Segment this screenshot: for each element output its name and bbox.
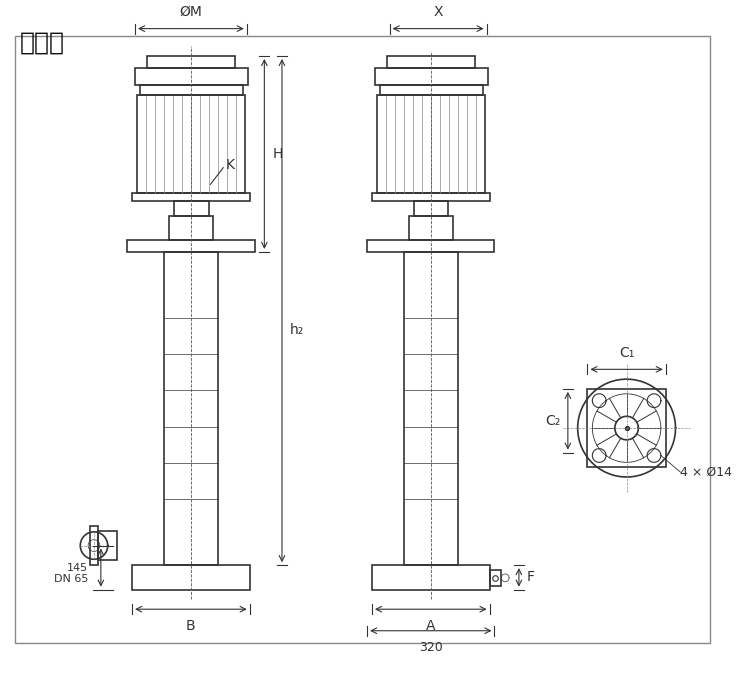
- Bar: [164, 252, 218, 565]
- Text: F: F: [527, 571, 535, 584]
- Text: ØM: ØM: [180, 5, 202, 19]
- Text: h₂: h₂: [290, 323, 304, 337]
- Bar: [140, 85, 243, 95]
- Text: C₂: C₂: [545, 414, 560, 428]
- Bar: [132, 565, 249, 589]
- Text: 尺寸图: 尺寸图: [19, 30, 64, 55]
- Text: 4 × Ø14: 4 × Ø14: [681, 466, 733, 479]
- Bar: [127, 240, 255, 252]
- Bar: [409, 216, 454, 240]
- Bar: [588, 389, 666, 467]
- Text: 145: 145: [67, 562, 88, 573]
- Bar: [90, 526, 98, 565]
- Text: K: K: [225, 158, 234, 172]
- Text: C₁: C₁: [619, 345, 634, 360]
- Bar: [147, 56, 235, 68]
- Bar: [137, 95, 245, 193]
- Bar: [380, 85, 482, 95]
- Bar: [404, 252, 458, 565]
- Bar: [490, 570, 501, 585]
- Bar: [377, 95, 485, 193]
- Text: X: X: [434, 5, 443, 19]
- Bar: [98, 531, 118, 560]
- Text: DN 65: DN 65: [54, 575, 88, 584]
- Text: B: B: [186, 619, 195, 633]
- Bar: [132, 193, 249, 201]
- Bar: [367, 240, 494, 252]
- Bar: [414, 201, 448, 216]
- Bar: [372, 193, 490, 201]
- Text: A: A: [426, 619, 436, 633]
- Text: 320: 320: [419, 641, 443, 654]
- Bar: [387, 56, 475, 68]
- Text: H: H: [272, 147, 283, 161]
- Bar: [375, 68, 488, 85]
- Bar: [175, 201, 209, 216]
- Bar: [169, 216, 213, 240]
- Bar: [135, 68, 248, 85]
- Bar: [372, 565, 490, 589]
